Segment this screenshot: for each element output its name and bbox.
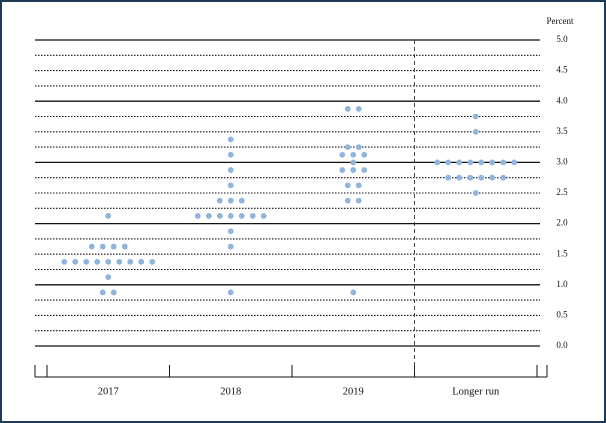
dot — [355, 182, 362, 189]
dot — [344, 197, 351, 204]
unit-label: Percent — [547, 16, 574, 26]
dot — [467, 174, 474, 181]
y-tick-label: 0.0 — [556, 340, 568, 350]
dot — [105, 274, 112, 281]
dot — [361, 167, 368, 173]
dot — [227, 213, 234, 219]
dot — [110, 243, 117, 250]
dot — [216, 197, 223, 204]
dot — [227, 167, 234, 173]
dot — [238, 197, 245, 204]
dot — [110, 289, 117, 296]
dot — [138, 258, 145, 265]
dot — [445, 174, 452, 181]
dot — [83, 258, 90, 265]
dot — [205, 213, 212, 219]
dot — [121, 243, 128, 250]
dot — [238, 213, 245, 219]
x-tick-label: Longer run — [452, 386, 500, 397]
dot — [149, 258, 156, 265]
dot — [350, 159, 357, 166]
dot — [194, 213, 201, 219]
dot — [500, 159, 507, 166]
dot — [350, 167, 357, 173]
dot — [227, 243, 234, 250]
dot — [489, 174, 496, 181]
dot — [489, 159, 496, 166]
dot — [355, 105, 362, 112]
y-tick-label: 2.0 — [556, 218, 568, 228]
dot — [511, 159, 518, 166]
dot — [249, 213, 256, 219]
dot — [350, 151, 357, 158]
y-tick-label: 3.5 — [556, 126, 568, 136]
dot — [227, 289, 234, 296]
dot — [227, 136, 234, 143]
dot — [478, 174, 485, 181]
y-tick-label: 4.0 — [556, 95, 568, 105]
dot — [500, 174, 507, 181]
x-tick-label: 2018 — [220, 386, 241, 397]
y-tick-label: 4.5 — [556, 65, 568, 75]
dot — [434, 159, 441, 166]
dot — [105, 258, 112, 265]
dot — [227, 228, 234, 235]
y-tick-label: 5.0 — [556, 34, 568, 44]
dot — [472, 113, 479, 120]
y-tick-label: 1.0 — [556, 279, 568, 289]
dot — [339, 167, 346, 173]
dot — [355, 197, 362, 204]
dot — [472, 128, 479, 135]
dot — [72, 258, 79, 265]
x-tick-label: 2019 — [343, 386, 364, 397]
dot — [467, 159, 474, 166]
dot — [94, 258, 101, 265]
dot — [478, 159, 485, 166]
x-tick-label: 2017 — [98, 386, 119, 397]
dot — [344, 144, 351, 151]
y-tick-label: 3.0 — [556, 156, 568, 166]
dot — [116, 258, 123, 265]
dot — [445, 159, 452, 166]
dot — [361, 151, 368, 158]
dot — [339, 151, 346, 158]
dot — [456, 174, 463, 181]
dot — [472, 190, 479, 196]
dot — [88, 243, 95, 250]
dot — [99, 289, 106, 296]
dot — [227, 197, 234, 204]
dot — [350, 289, 357, 296]
dot — [344, 182, 351, 189]
dot — [355, 144, 362, 151]
dot — [105, 213, 112, 219]
dot — [99, 243, 106, 250]
dot — [344, 105, 351, 112]
dot — [260, 213, 267, 219]
dot — [127, 258, 134, 265]
dot — [456, 159, 463, 166]
y-tick-label: 2.5 — [556, 187, 568, 197]
dot — [227, 151, 234, 158]
dot — [216, 213, 223, 219]
y-tick-label: 1.5 — [556, 248, 568, 258]
y-tick-label: 0.5 — [556, 309, 568, 319]
dot — [227, 182, 234, 189]
dot — [61, 258, 68, 265]
